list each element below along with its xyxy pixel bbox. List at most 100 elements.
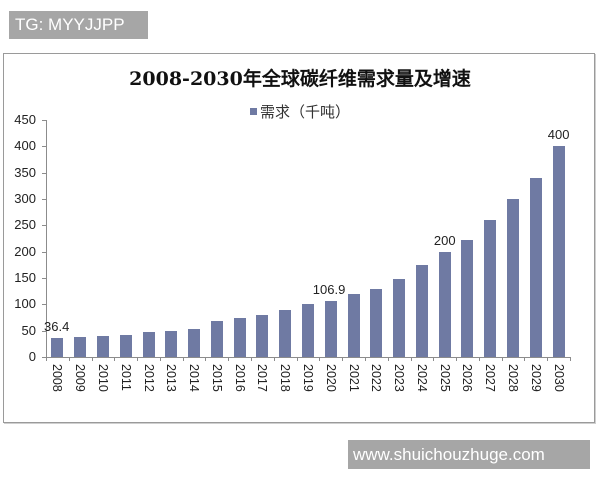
x-tick <box>433 357 434 361</box>
x-tick <box>456 357 457 361</box>
bar-2028 <box>507 199 520 357</box>
data-label-2025: 200 <box>433 232 456 248</box>
x-tick <box>319 357 320 361</box>
y-tick-label: 450 <box>14 112 36 127</box>
x-axis-line <box>46 357 570 358</box>
x-tick-label: 2016 <box>232 364 247 392</box>
x-tick-label: 2028 <box>506 364 521 392</box>
y-tick-label: 350 <box>14 164 36 180</box>
watermark-top: TG: MYYJJPP <box>9 11 148 39</box>
x-tick <box>228 357 229 361</box>
chart-frame <box>3 53 595 423</box>
x-tick <box>342 357 343 361</box>
x-tick-label: 2025 <box>437 364 452 392</box>
x-tick <box>160 357 161 361</box>
bar-2018 <box>279 309 292 357</box>
x-tick <box>251 357 252 361</box>
y-tick-label: 250 <box>14 217 36 233</box>
x-tick-label: 2012 <box>141 364 156 392</box>
bar-2008 <box>51 337 64 357</box>
x-tick-label: 2008 <box>50 364 65 392</box>
x-tick <box>137 357 138 361</box>
y-tick-label: 50 <box>21 322 36 338</box>
x-tick-label: 2010 <box>95 364 110 392</box>
bar-2022 <box>370 289 383 357</box>
x-tick-label: 2011 <box>118 364 133 391</box>
y-tick <box>42 357 46 358</box>
x-tick-label: 2030 <box>551 364 566 392</box>
x-tick-label: 2022 <box>369 364 384 392</box>
x-tick <box>479 357 480 361</box>
x-tick-label: 2021 <box>346 364 361 392</box>
bar-2023 <box>393 278 406 357</box>
x-tick <box>365 357 366 361</box>
x-tick <box>388 357 389 361</box>
bar-2010 <box>96 335 109 357</box>
x-tick-label: 2019 <box>301 364 315 392</box>
bar-2025 <box>438 251 451 357</box>
x-tick-label: 2026 <box>460 364 475 392</box>
x-tick <box>570 357 571 361</box>
x-tick <box>205 357 206 361</box>
x-tick <box>92 357 93 361</box>
y-tick <box>42 120 46 121</box>
data-label-2008: 36.4 <box>44 318 70 334</box>
y-tick <box>42 278 46 279</box>
bar-2026 <box>461 239 474 357</box>
x-tick-label: 2015 <box>209 364 224 392</box>
chart-legend: 需求（千吨） <box>0 101 600 122</box>
y-tick <box>42 199 46 200</box>
x-tick-label: 2023 <box>392 364 407 392</box>
bar-2012 <box>142 332 155 357</box>
bar-2017 <box>256 315 269 357</box>
bar-2030 <box>552 146 565 357</box>
bar-2016 <box>233 318 246 357</box>
x-tick <box>524 357 525 361</box>
y-tick <box>42 304 46 305</box>
y-tick <box>42 146 46 147</box>
bar-2027 <box>484 220 497 357</box>
x-tick <box>183 357 184 361</box>
bar-2009 <box>74 336 87 357</box>
legend-swatch-icon <box>249 107 257 115</box>
x-tick-label: 2020 <box>323 364 338 392</box>
x-tick-label: 2018 <box>278 364 293 392</box>
y-tick-label: 200 <box>14 243 36 259</box>
y-tick <box>42 173 46 174</box>
x-tick <box>547 357 548 361</box>
watermark-bottom: www.shuichouzhuge.com <box>348 440 590 469</box>
bar-2019 <box>302 304 314 357</box>
bar-2015 <box>210 321 223 357</box>
x-tick-label: 2027 <box>483 364 498 392</box>
bar-2020 <box>324 300 337 357</box>
y-axis-line <box>46 120 47 357</box>
y-tick <box>42 252 46 253</box>
y-tick-label: 0 <box>28 349 36 364</box>
bar-2013 <box>165 330 178 357</box>
bar-2011 <box>119 335 132 357</box>
x-tick-label: 2029 <box>528 364 543 392</box>
y-tick-label: 150 <box>14 270 36 285</box>
x-tick-label: 2014 <box>187 364 202 392</box>
data-label-2030: 400 <box>547 127 570 143</box>
y-tick-label: 300 <box>14 191 36 206</box>
chart-title: 2008-2030年全球碳纤维需求量及增速 <box>129 68 471 90</box>
bar-2024 <box>415 264 428 357</box>
bar-2029 <box>529 177 542 357</box>
x-tick <box>297 357 298 361</box>
x-tick-label: 2017 <box>255 364 270 392</box>
bar-2021 <box>347 294 360 357</box>
y-tick-label: 100 <box>14 296 36 312</box>
x-tick-label: 2009 <box>73 364 88 392</box>
y-tick <box>42 225 46 226</box>
x-tick-label: 2024 <box>414 364 429 392</box>
x-tick <box>274 357 275 361</box>
x-tick <box>411 357 412 361</box>
bar-2014 <box>188 328 201 357</box>
x-tick <box>69 357 70 361</box>
x-tick <box>46 357 47 361</box>
x-tick-label: 2013 <box>164 364 179 392</box>
legend-label: 需求（千吨） <box>259 104 350 121</box>
x-tick <box>502 357 503 361</box>
